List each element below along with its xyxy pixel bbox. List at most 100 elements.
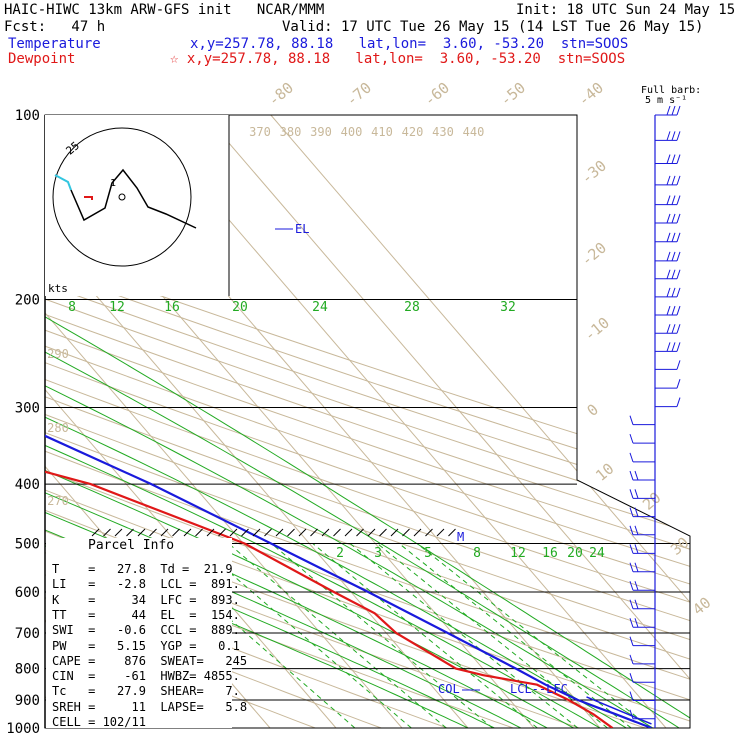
wind-barb-flag <box>634 470 639 481</box>
dry-adiabat-line <box>45 115 448 728</box>
wind-barb-flag <box>676 131 681 141</box>
hatch-tick <box>172 528 180 537</box>
hatch-tick <box>183 528 192 537</box>
wind-barb-flag <box>629 415 634 425</box>
wind-barb-flag <box>671 105 676 116</box>
isotherm-line <box>45 115 403 728</box>
wind-barb-flag <box>629 507 634 517</box>
hatch-tick <box>321 528 330 537</box>
parcel-info-panel: Parcel Info T = 27.8 Td = 21.9 LI = -2.8… <box>46 538 247 729</box>
parcel-info-title: Parcel Info <box>88 538 175 553</box>
isotherm-line <box>0 115 6 728</box>
profiles <box>45 115 652 728</box>
wind-barb-flag <box>629 544 634 554</box>
isotherm-label: 20 <box>639 488 664 513</box>
wind-barb-flag <box>634 618 639 628</box>
isotherm-label: -20 <box>578 239 610 270</box>
mixing-ratio-line <box>195 543 412 728</box>
isotherm-label: 10 <box>592 459 617 484</box>
wind-barb-flag <box>666 213 671 224</box>
pressure-tick-label: 800 <box>15 662 40 678</box>
wind-barb-flag <box>676 305 681 316</box>
hatch-tick <box>448 528 456 537</box>
wind-barb-flag <box>629 709 634 719</box>
hatch-tick <box>149 528 157 537</box>
wind-barb-flag <box>634 489 639 499</box>
wind-barb-flag <box>666 175 671 186</box>
hatch-tick <box>195 528 203 537</box>
mixing-ratio-line <box>271 543 493 728</box>
wind-barb-flag <box>666 305 671 316</box>
el-label: EL <box>295 222 309 236</box>
pressure-tick-label: 900 <box>15 693 40 709</box>
isotherm-line <box>204 115 690 728</box>
pressure-tick-label: 200 <box>15 293 40 309</box>
theta-label: 280 <box>47 421 69 435</box>
wind-barb-flag <box>629 581 634 591</box>
lcl-lfc-label: LCL--LFC <box>510 682 568 696</box>
wind-barb-flag <box>629 636 634 646</box>
mixing-ratio-label: 3 <box>374 546 382 561</box>
hatch-tick <box>310 528 318 537</box>
mixing-ratio-line <box>398 543 632 728</box>
isotherm-label: 0 <box>584 400 602 420</box>
hatch-tick <box>218 528 226 537</box>
mixing-ratio-line <box>312 543 538 728</box>
theta-label: 410 <box>371 125 393 139</box>
theta-label: 420 <box>402 125 424 139</box>
parcel-row: Tc = 27.9 SHEAR= 7. <box>52 684 240 699</box>
pressure-tick-label: 100 <box>15 108 40 124</box>
moist-adiabat-label: 8 <box>68 300 76 315</box>
parcel-row: SWI = -0.6 CCL = 889. <box>52 623 240 638</box>
dry-adiabat-line <box>45 115 690 728</box>
moist-adiabat-line <box>45 163 654 728</box>
isotherm-label: 40 <box>689 593 714 618</box>
wind-barb-flag <box>671 131 676 141</box>
moist-adiabat-label: 28 <box>404 300 420 315</box>
hodograph-center <box>118 193 126 201</box>
dry-adiabat-line <box>45 115 690 728</box>
moist-adiabat-label: 12 <box>109 300 125 315</box>
barb-legend-unit: 5 m s⁻¹ <box>645 95 688 106</box>
theta-label: 430 <box>432 125 454 139</box>
dry-adiabat-line <box>45 115 690 728</box>
model-title: HAIC-HIWC 13km ARW-GFS init NCAR/MMM <box>4 2 325 18</box>
wind-barb-flag <box>676 251 681 262</box>
moist-adiabat-line <box>45 163 574 728</box>
moist-adiabat-label: 16 <box>164 300 180 315</box>
parcel-path-line <box>586 696 652 725</box>
wind-barb-flag <box>629 618 634 628</box>
wind-barb-flag <box>629 489 634 499</box>
wind-barb-flag <box>676 175 681 186</box>
isotherm-line <box>45 115 337 728</box>
isotherm-label: -10 <box>581 314 613 345</box>
col-label: COL <box>438 682 460 696</box>
theta-label: 370 <box>249 125 271 139</box>
isotherm-label: -50 <box>497 79 529 110</box>
hatch-tick <box>344 528 353 537</box>
temperature-profile-line <box>45 115 652 728</box>
hatch-tick <box>206 528 215 537</box>
wind-barb-flag <box>666 195 671 205</box>
wind-barb-flag <box>634 599 639 609</box>
hodograph-mark-label: 1 <box>110 178 116 189</box>
mixing-ratio-label: 8 <box>473 546 481 561</box>
hatch-tick <box>91 528 100 537</box>
wind-barb-flag <box>671 342 676 352</box>
theta-label: 400 <box>341 125 363 139</box>
barb-legend-title: Full barb: <box>641 85 702 96</box>
temperature-location: x,y=257.78, 88.18 lat,lon= 3.60, -53.20 … <box>190 36 629 52</box>
isotherm-label: -40 <box>575 79 607 110</box>
wind-barb-flag <box>676 232 681 242</box>
dewpoint-location: ☆ x,y=257.78, 88.18 lat,lon= 3.60, -53.2… <box>170 51 626 67</box>
dry-adiabat-line <box>45 115 690 728</box>
hatch-tick <box>275 528 284 537</box>
pressure-tick-label: 1000 <box>6 721 40 737</box>
wind-barb-flag <box>666 287 671 298</box>
wind-barb-flag <box>666 251 671 262</box>
isotherm-label: -80 <box>265 79 297 110</box>
mixing-ratio-line <box>416 543 652 728</box>
moist-adiabat-label: 32 <box>500 300 516 315</box>
mixing-ratio-label: 2 <box>336 546 344 561</box>
wind-barb-flag <box>666 342 671 352</box>
